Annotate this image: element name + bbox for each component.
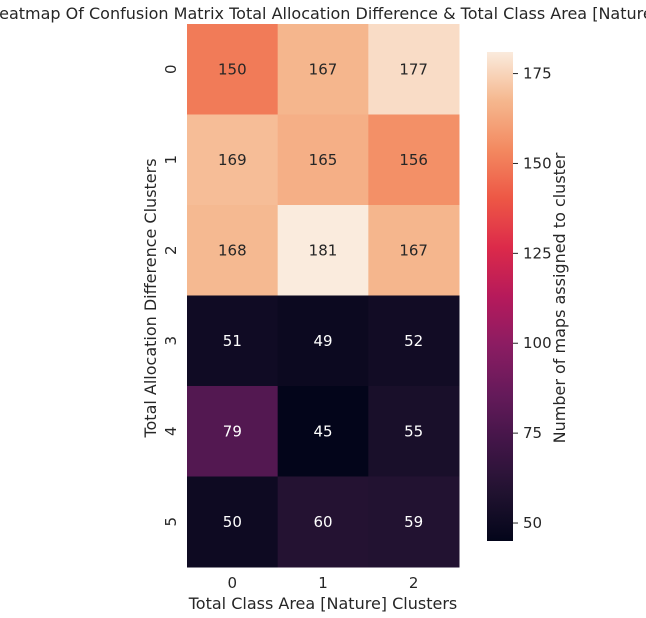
heatmap-cell bbox=[277, 205, 369, 296]
colorbar-tick-label: 125 bbox=[523, 244, 552, 262]
colorbar-tick-label: 100 bbox=[523, 334, 552, 352]
heatmap-cell bbox=[368, 386, 460, 477]
heatmap-cell bbox=[368, 24, 460, 115]
y-tick-label: 2 bbox=[162, 245, 180, 255]
heatmap-cell bbox=[187, 476, 279, 568]
heatmap-cell bbox=[368, 295, 460, 387]
heatmap-cell bbox=[187, 24, 279, 115]
heatmap-cell bbox=[277, 114, 369, 206]
heatmap-cell bbox=[187, 386, 279, 477]
colorbar bbox=[487, 52, 513, 541]
heatmap-cell bbox=[368, 476, 460, 568]
y-tick-label: 4 bbox=[162, 426, 180, 436]
x-tick-labels: 0 1 2 bbox=[228, 574, 419, 592]
heatmap-cell bbox=[277, 295, 369, 387]
cell-value-label: 49 bbox=[313, 332, 332, 350]
cell-value-label: 165 bbox=[309, 151, 338, 169]
cell-value-label: 181 bbox=[309, 241, 338, 259]
x-axis-label: Total Class Area [Nature] Clusters bbox=[188, 594, 458, 613]
y-axis-label: Total Allocation Difference Clusters bbox=[141, 158, 160, 438]
heatmap-cell bbox=[368, 205, 460, 296]
colorbar-label: Number of maps assigned to cluster bbox=[550, 152, 569, 443]
colorbar-tick-label: 75 bbox=[523, 424, 542, 442]
x-tick-label: 2 bbox=[409, 574, 419, 592]
heatmap-cell bbox=[187, 205, 279, 296]
heatmap-cells: 150 167 177 169 165 156 168 181 167 51 49 52 79 45 55 5… bbox=[187, 24, 460, 568]
cell-value-label: 150 bbox=[218, 60, 247, 78]
cell-value-label: 168 bbox=[218, 241, 247, 259]
heatmap-cell bbox=[277, 24, 369, 115]
cell-value-label: 177 bbox=[399, 60, 428, 78]
colorbar-tick-labels: 50 75 100 125 150 175 bbox=[513, 65, 552, 532]
cell-value-label: 59 bbox=[404, 513, 423, 531]
cell-value-label: 45 bbox=[313, 422, 332, 440]
cell-value-label: 167 bbox=[309, 60, 338, 78]
cell-value-label: 50 bbox=[223, 513, 242, 531]
colorbar-tick-label: 150 bbox=[523, 154, 552, 172]
heatmap-cell bbox=[187, 295, 279, 387]
heatmap-cell bbox=[187, 114, 279, 206]
cell-value-label: 167 bbox=[399, 241, 428, 259]
cell-value-label: 51 bbox=[223, 332, 242, 350]
heatmap-cell bbox=[368, 114, 460, 206]
heatmap-cell bbox=[277, 476, 369, 568]
y-tick-labels: 0 1 2 3 4 5 bbox=[162, 64, 180, 526]
heatmap-cell bbox=[277, 386, 369, 477]
colorbar-tick-label: 50 bbox=[523, 514, 542, 532]
y-tick-label: 3 bbox=[162, 336, 180, 346]
cell-value-label: 156 bbox=[399, 151, 428, 169]
cell-value-label: 52 bbox=[404, 332, 423, 350]
chart-title: Heatmap Of Confusion Matrix Total Alloca… bbox=[0, 4, 646, 23]
y-tick-label: 0 bbox=[162, 64, 180, 74]
y-tick-label: 1 bbox=[162, 155, 180, 165]
x-tick-label: 0 bbox=[228, 574, 238, 592]
y-tick-label: 5 bbox=[162, 517, 180, 527]
cell-value-label: 79 bbox=[223, 422, 242, 440]
cell-value-label: 55 bbox=[404, 422, 423, 440]
cell-value-label: 60 bbox=[313, 513, 332, 531]
x-tick-label: 1 bbox=[318, 574, 328, 592]
cell-value-label: 169 bbox=[218, 151, 247, 169]
colorbar-tick-label: 175 bbox=[523, 65, 552, 83]
